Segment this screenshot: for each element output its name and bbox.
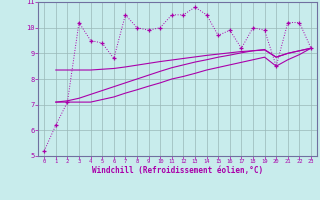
X-axis label: Windchill (Refroidissement éolien,°C): Windchill (Refroidissement éolien,°C): [92, 166, 263, 175]
